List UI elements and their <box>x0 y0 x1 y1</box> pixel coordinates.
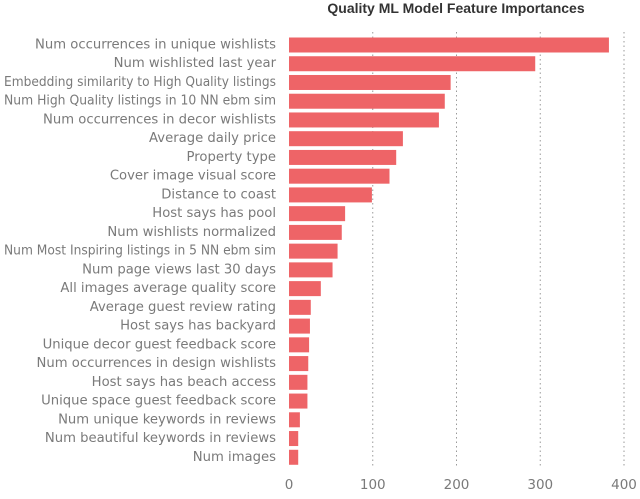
category-label: Average guest review rating <box>90 300 276 315</box>
category-label: All images average quality score <box>60 281 276 296</box>
category-label: Unique space guest feedback score <box>41 394 276 409</box>
bar <box>289 56 536 72</box>
bar <box>289 318 310 334</box>
chart-title: Quality ML Model Feature Importances <box>327 0 584 16</box>
category-label: Embedding similarity to High Quality lis… <box>4 75 276 90</box>
bar <box>289 93 445 109</box>
category-label: Num beautiful keywords in reviews <box>45 431 276 446</box>
x-tick-label: 100 <box>360 477 386 493</box>
category-label: Average daily price <box>149 131 276 146</box>
category-label: Num occurrences in design wishlists <box>37 356 277 371</box>
x-tick-label: 400 <box>611 477 637 493</box>
bar <box>289 356 309 372</box>
bar <box>289 337 310 353</box>
bar <box>289 431 299 447</box>
category-label: Num occurrences in decor wishlists <box>43 112 276 127</box>
category-label: Cover image visual score <box>110 169 276 184</box>
category-label: Distance to coast <box>161 187 276 202</box>
bar <box>289 393 308 409</box>
category-label: Num unique keywords in reviews <box>58 412 276 427</box>
bar <box>289 206 346 222</box>
bar <box>289 449 299 465</box>
category-labels: Num occurrences in unique wishlists Num w… <box>4 38 277 465</box>
category-label: Num wishlists normalized <box>107 225 276 240</box>
bar <box>289 74 451 90</box>
category-label: Unique decor guest feedback score <box>43 337 276 352</box>
x-tick-label: 300 <box>527 477 553 493</box>
bar <box>289 187 372 203</box>
x-tick-labels: 0 100 200 300 400 <box>285 477 637 493</box>
bars <box>289 37 609 465</box>
category-label: Num Most Inspiring listings in 5 NN ebm … <box>4 244 276 259</box>
category-label: Property type <box>187 150 276 165</box>
x-tick-label: 0 <box>285 477 294 493</box>
category-label: Host says has backyard <box>120 319 276 334</box>
bar <box>289 281 321 297</box>
bar <box>289 168 390 184</box>
x-tick-label: 200 <box>444 477 470 493</box>
category-label: Num occurrences in unique wishlists <box>35 38 276 53</box>
bar <box>289 299 311 315</box>
category-label: Num wishlisted last year <box>114 56 277 71</box>
bar <box>289 149 397 165</box>
bar <box>289 112 439 128</box>
bar <box>289 243 338 259</box>
bar <box>289 131 403 147</box>
category-label: Num page views last 30 days <box>82 262 276 277</box>
category-label: Host says has pool <box>152 206 276 221</box>
category-label: Num High Quality listings in 10 NN ebm s… <box>4 94 276 109</box>
bar <box>289 37 609 53</box>
bar <box>289 412 300 428</box>
category-label: Num images <box>193 450 276 465</box>
bar <box>289 262 333 278</box>
bar <box>289 224 342 240</box>
category-label: Host says has beach access <box>92 375 276 390</box>
bar <box>289 374 308 390</box>
